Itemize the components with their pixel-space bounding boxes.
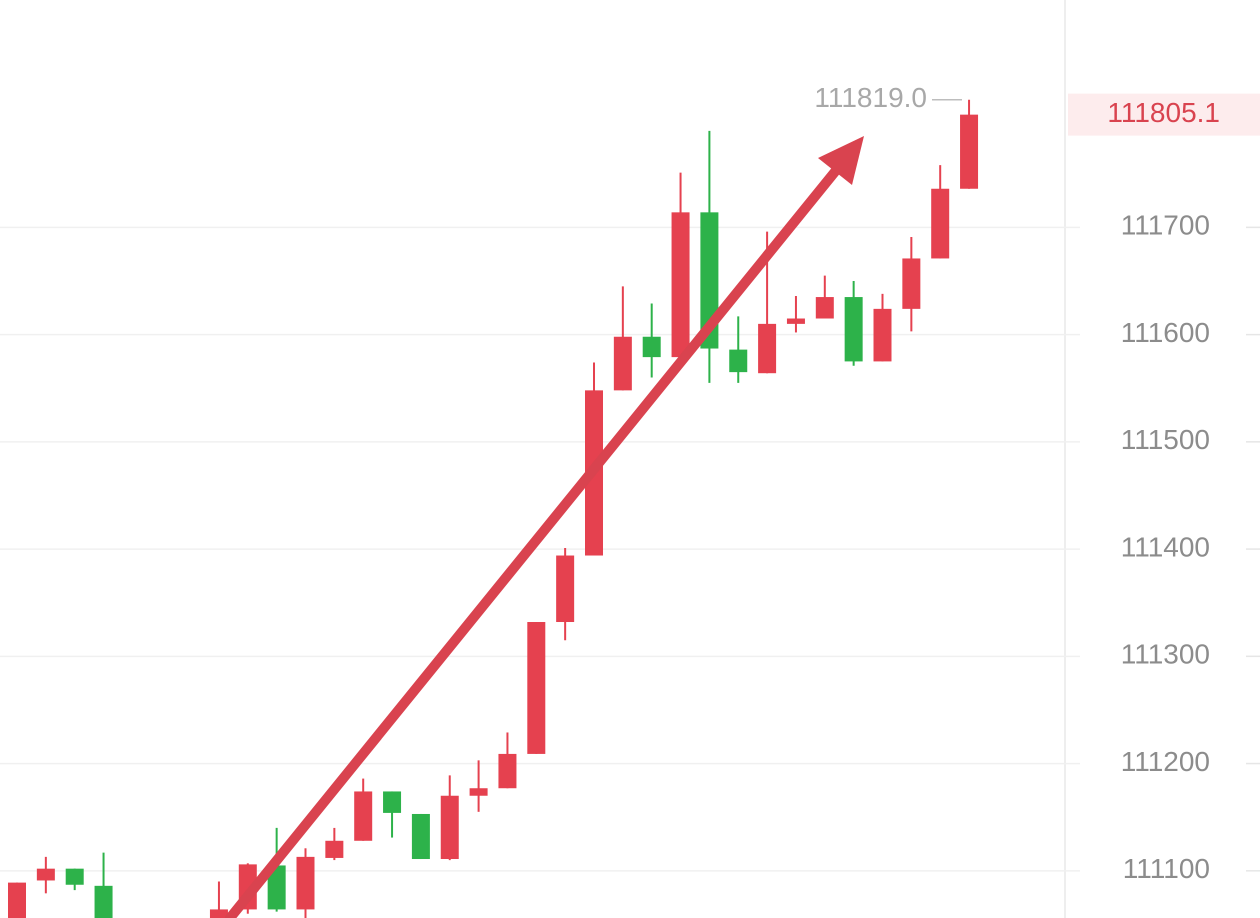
candle-body bbox=[383, 791, 402, 813]
candle-body bbox=[36, 868, 55, 881]
candle-body bbox=[325, 840, 344, 858]
candle-body bbox=[354, 791, 373, 841]
y-tick-label: 111500 bbox=[1121, 424, 1210, 455]
candle-body bbox=[642, 336, 661, 358]
candle-body bbox=[671, 212, 690, 358]
candle-body bbox=[8, 882, 26, 918]
y-tick-label: 111400 bbox=[1121, 531, 1210, 562]
candle-body bbox=[786, 318, 805, 324]
candle-body bbox=[94, 885, 113, 918]
candle-body bbox=[902, 258, 921, 309]
candle-body bbox=[267, 865, 286, 910]
y-tick-label: 111600 bbox=[1121, 317, 1210, 348]
candle-body bbox=[960, 114, 979, 189]
candle-body bbox=[844, 297, 863, 362]
arrow-head bbox=[818, 136, 864, 185]
last-price-box bbox=[1068, 93, 1260, 136]
arrow-shaft bbox=[225, 163, 843, 918]
candle-body bbox=[815, 297, 834, 319]
candles bbox=[8, 99, 979, 918]
candle-body bbox=[469, 788, 488, 796]
labels: 111100 111200 111300 111400 111500 111600 1117… bbox=[814, 82, 1260, 884]
y-tick-label: 111200 bbox=[1121, 746, 1210, 777]
grid bbox=[0, 226, 1260, 872]
candle-body bbox=[556, 555, 575, 623]
candle-body bbox=[440, 795, 459, 860]
candle-body bbox=[873, 308, 892, 362]
y-tick-label: 111300 bbox=[1121, 639, 1210, 670]
y-tick-label: 111700 bbox=[1121, 210, 1210, 241]
candle-body bbox=[527, 622, 546, 754]
candle-body bbox=[613, 336, 632, 391]
candle-body bbox=[931, 188, 950, 259]
candle-body bbox=[411, 813, 430, 860]
trend-arrow bbox=[225, 136, 864, 918]
candle-body bbox=[65, 868, 84, 885]
high-marker-label: 111819.0 bbox=[814, 82, 927, 113]
candle-body bbox=[209, 909, 228, 918]
y-tick-label: 111100 bbox=[1123, 853, 1210, 884]
candle-body bbox=[729, 349, 748, 373]
candle-body bbox=[296, 856, 315, 910]
last-price-label: 111805.1 bbox=[1107, 97, 1220, 128]
candle-body bbox=[758, 323, 777, 374]
candle-body bbox=[498, 753, 517, 789]
